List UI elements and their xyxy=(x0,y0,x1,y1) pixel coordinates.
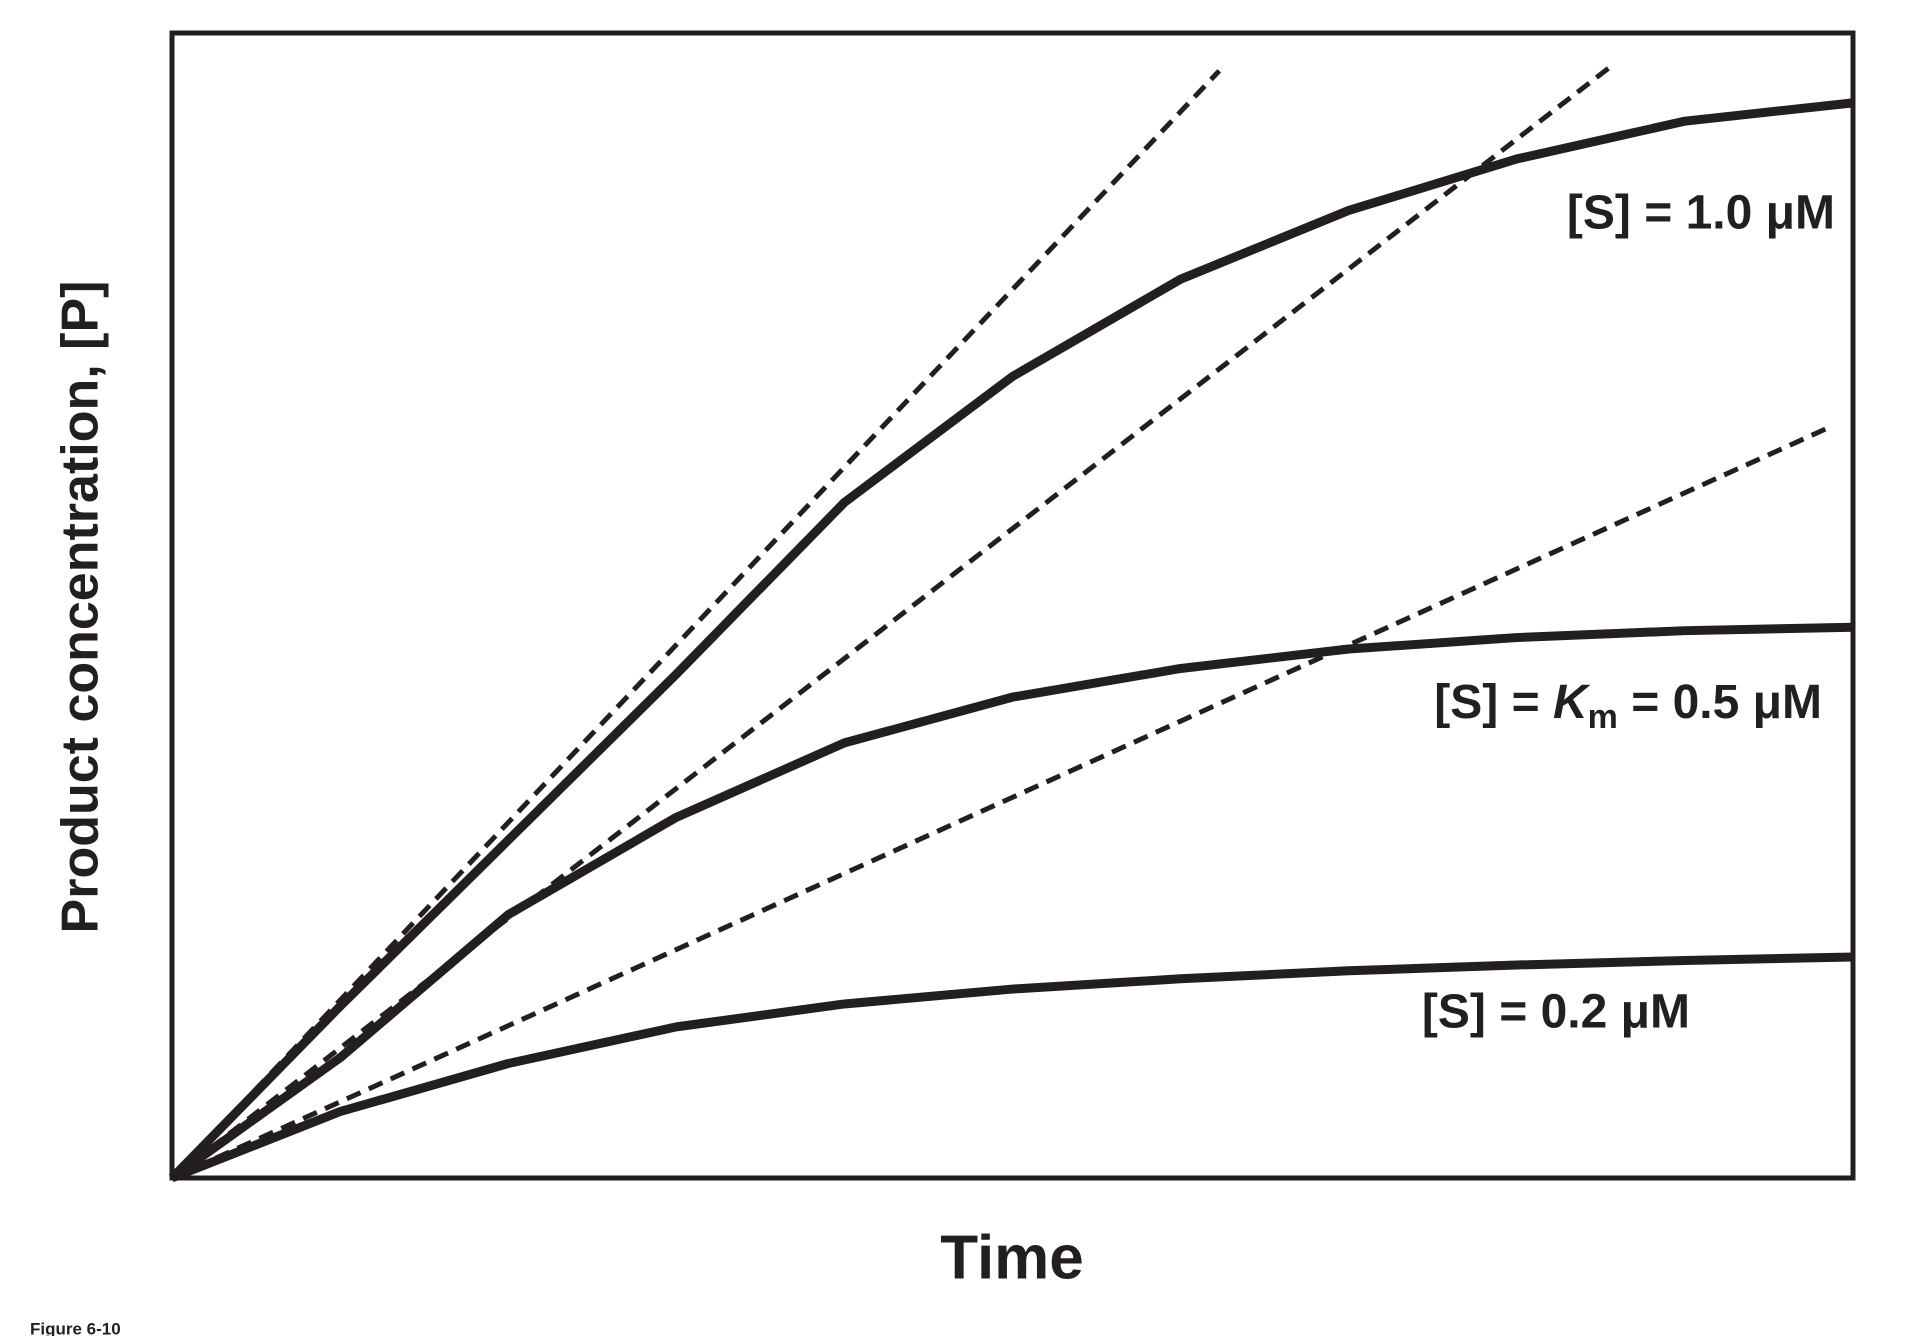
curve xyxy=(168,98,1854,1182)
tangent-line xyxy=(170,63,1615,1180)
label-part: m xyxy=(1588,698,1618,736)
y-axis-label: Product concentration, [P] xyxy=(52,281,110,934)
x-axis-label: Time xyxy=(940,1223,1084,1292)
curve xyxy=(169,622,1854,1182)
label-part: = 0.5 μM xyxy=(1618,676,1822,729)
tangent-line xyxy=(170,69,1222,1180)
plot-frame xyxy=(169,30,1856,1181)
label-part: K xyxy=(1553,676,1591,729)
curve xyxy=(170,952,1854,1183)
curve-label: [S] = 1.0 μM xyxy=(1567,187,1835,240)
tangent-line xyxy=(170,425,1829,1181)
figure-caption: Figure 6-10 xyxy=(30,1319,121,1336)
label-part: [S] = xyxy=(1434,676,1553,729)
curve-label: [S] = 0.2 μM xyxy=(1422,986,1690,1039)
curve-label: [S] = Km = 0.5 μM xyxy=(1434,676,1822,736)
